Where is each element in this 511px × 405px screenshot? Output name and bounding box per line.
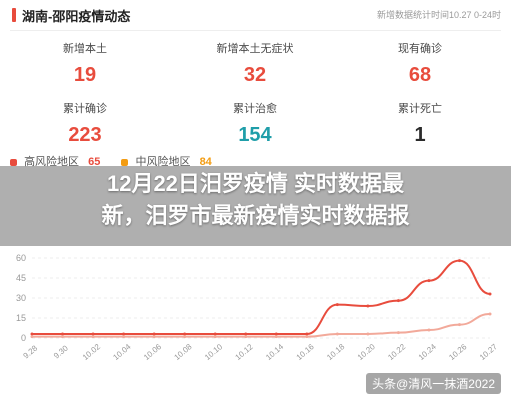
stat-label: 现有确诊 xyxy=(398,43,442,55)
data-point xyxy=(305,332,309,336)
data-point xyxy=(274,332,278,336)
high-risk-item[interactable]: 高风险地区 65 xyxy=(10,153,100,169)
data-point xyxy=(335,303,339,307)
y-tick-label: 0 xyxy=(21,333,26,343)
risk-row: 高风险地区 65 中风险地区 84 xyxy=(10,153,230,169)
headline-line-2: 新，汨罗市最新疫情实时数据报 xyxy=(101,203,410,228)
data-point xyxy=(91,335,95,339)
high-risk-label: 高风险地区 xyxy=(24,156,80,168)
data-point xyxy=(335,332,339,336)
x-tick-label: 10.24 xyxy=(417,342,439,362)
title-accent xyxy=(12,8,16,22)
stat-value: 223 xyxy=(68,124,102,146)
data-point xyxy=(396,299,400,303)
x-tick-label: 10.10 xyxy=(203,342,225,362)
x-tick-label: 10.12 xyxy=(234,342,256,362)
x-tick-label: 10.14 xyxy=(264,342,286,362)
stat-current-confirmed: 现有确诊 68 xyxy=(345,40,495,87)
mid-risk-dot-icon xyxy=(121,158,129,166)
trend-chart-svg: 0 15 30 45 60 9.28 9.30 10.02 10.04 10.06 10.08 10.… xyxy=(16,253,500,362)
headline-banner xyxy=(0,166,511,246)
stat-label: 新增本土无症状 xyxy=(216,43,294,55)
data-point xyxy=(213,332,217,336)
x-tick-label: 10.08 xyxy=(172,342,194,362)
headline-text: 12月22日汨罗疫情 实时数据最 新，汨罗市最新疫情实时数据报 xyxy=(0,168,511,232)
data-point xyxy=(244,332,248,336)
data-point xyxy=(122,332,126,336)
x-tick-label: 10.20 xyxy=(356,342,378,362)
stat-total-cured: 累计治愈 154 xyxy=(180,100,330,147)
data-point xyxy=(91,332,95,336)
y-tick-label: 60 xyxy=(16,253,26,263)
x-tick-label: 10.18 xyxy=(325,342,347,362)
data-point xyxy=(213,335,217,339)
headline-line-1: 12月22日汨罗疫情 实时数据最 xyxy=(106,171,405,196)
stat-value: 1 xyxy=(414,124,426,146)
data-point xyxy=(427,328,431,332)
data-point xyxy=(152,332,156,336)
page-title: 湖南-邵阳疫情动态 xyxy=(22,9,131,24)
series-line-1 xyxy=(32,313,491,338)
data-point xyxy=(305,335,309,339)
high-risk-value: 65 xyxy=(88,156,101,168)
update-timestamp: 新增数据统计时间10.27 0-24时 xyxy=(376,10,501,20)
stat-new-asymptomatic: 新增本土无症状 32 xyxy=(180,40,330,87)
data-point xyxy=(61,335,65,339)
stat-label: 累计治愈 xyxy=(233,103,277,115)
x-tick-label: 9.28 xyxy=(22,343,40,360)
x-tick-label: 10.02 xyxy=(81,342,103,362)
watermark: 头条@清风一抹酒2022 xyxy=(366,373,501,394)
data-point xyxy=(152,335,156,339)
x-tick-label: 10.06 xyxy=(142,342,164,362)
high-risk-dot-icon xyxy=(10,158,17,166)
y-tick-label: 15 xyxy=(16,313,26,323)
stat-value: 19 xyxy=(73,64,97,86)
data-point xyxy=(457,323,461,327)
x-tick-label: 10.04 xyxy=(111,342,133,362)
data-point xyxy=(396,331,400,335)
x-tick-label: 10.26 xyxy=(447,342,469,362)
stat-value: 32 xyxy=(243,64,267,86)
divider xyxy=(10,30,501,31)
x-tick-label: 9.30 xyxy=(52,343,70,360)
mid-risk-label: 中风险地区 xyxy=(135,156,191,168)
data-point xyxy=(30,332,34,336)
mid-risk-item[interactable]: 中风险地区 84 xyxy=(121,153,212,169)
stat-value: 154 xyxy=(238,124,272,146)
data-point xyxy=(183,335,187,339)
data-point xyxy=(488,312,492,316)
x-tick-label: 10.22 xyxy=(386,342,408,362)
stat-label: 累计确诊 xyxy=(63,103,107,115)
data-point xyxy=(122,335,126,339)
y-tick-label: 30 xyxy=(16,293,26,303)
x-tick-label: 10.27 xyxy=(478,342,500,362)
data-point xyxy=(457,259,461,263)
y-tick-label: 45 xyxy=(16,273,26,283)
series-line-0 xyxy=(31,259,491,335)
stat-new-local: 新增本土 19 xyxy=(10,40,160,87)
stat-label: 新增本土 xyxy=(63,43,107,55)
stat-total-deaths: 累计死亡 1 xyxy=(345,100,495,147)
trend-chart: 0 15 30 45 60 9.28 9.30 10.02 10.04 10.06 10.08 10.… xyxy=(0,246,511,400)
stat-value: 68 xyxy=(408,64,432,86)
data-point xyxy=(244,335,248,339)
mid-risk-value: 84 xyxy=(199,156,212,168)
data-point xyxy=(427,279,431,283)
x-tick-label: 10.16 xyxy=(295,342,317,362)
data-point xyxy=(488,292,492,296)
stat-label: 累计死亡 xyxy=(398,103,442,115)
data-point xyxy=(366,332,370,336)
data-point xyxy=(366,304,370,308)
data-point xyxy=(183,332,187,336)
data-point xyxy=(274,335,278,339)
stat-total-confirmed: 累计确诊 223 xyxy=(10,100,160,147)
data-point xyxy=(30,335,34,339)
data-point xyxy=(61,332,65,336)
header: 湖南-邵阳疫情动态 新增数据统计时间10.27 0-24时 xyxy=(0,0,511,30)
